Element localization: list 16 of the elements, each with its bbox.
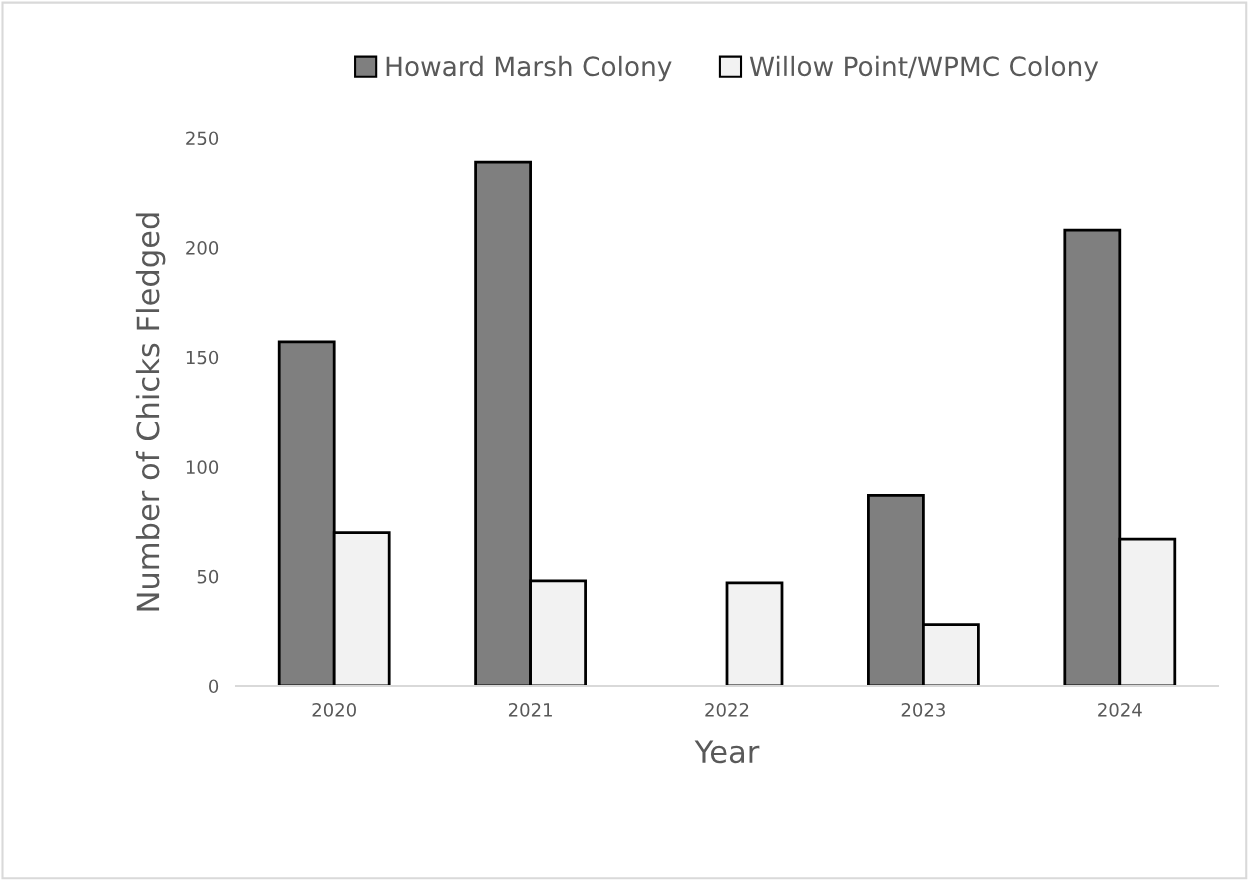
x-tick-label: 2021 [508,702,552,717]
legend-label: Willow Point/WPMC Colony [749,55,1099,82]
y-tick-label: 50 [197,569,219,584]
y-tick-label: 250 [186,131,219,146]
x-tick-label: 2022 [705,702,749,717]
y-tick-label: 100 [186,460,219,474]
y-tick-label: 200 [186,241,219,255]
x-axis-title: Year [694,740,760,764]
x-tick-label: 2023 [901,702,945,717]
y-tick-label: 0 [209,679,219,694]
y-axis-title: Number of Chicks Fledged [135,213,166,611]
x-tick-label: 2024 [1098,702,1142,717]
legend-label: Howard Marsh Colony [386,55,672,82]
y-tick-label: 150 [186,350,219,365]
bar [725,581,784,686]
x-tick-label: 2020 [312,702,356,717]
